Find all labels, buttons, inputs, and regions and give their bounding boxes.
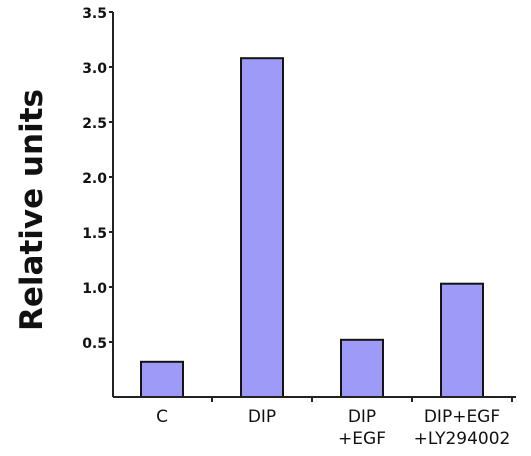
y-tick-label-2: 1.5 <box>82 226 107 242</box>
bar-1 <box>240 57 284 398</box>
y-tick-label-6: 3.5 <box>82 6 107 22</box>
y-tick-label-3: 2.0 <box>82 171 107 187</box>
x-label-3-line1: DIP+EGF <box>424 407 500 427</box>
y-ticks-group: 0.5 1.0 1.5 2.0 2.5 3.0 3.5 <box>82 6 113 352</box>
bar-3 <box>440 282 484 399</box>
x-label-2-line1: DIP <box>348 407 376 427</box>
bar-0 <box>140 360 184 398</box>
bars-group <box>140 57 484 399</box>
y-tick-label-5: 3.0 <box>82 61 107 77</box>
x-label-3-line2: +LY294002 <box>414 429 511 449</box>
x-label-1-line1: DIP <box>248 407 276 427</box>
bar-2 <box>340 338 384 398</box>
axes-group <box>112 12 516 398</box>
x-label-0-line1: C <box>156 407 168 427</box>
x-label-2-line2: +EGF <box>338 429 386 449</box>
y-tick-label-4: 2.5 <box>82 116 107 132</box>
y-tick-label-0: 0.5 <box>82 336 107 352</box>
y-tick-label-1: 1.0 <box>82 281 107 297</box>
